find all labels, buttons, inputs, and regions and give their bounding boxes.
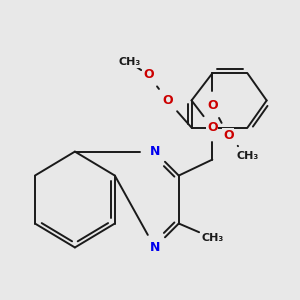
Text: CH₃: CH₃ xyxy=(118,57,140,67)
Text: N: N xyxy=(150,145,160,158)
Text: CH₃: CH₃ xyxy=(201,233,224,243)
Text: O: O xyxy=(223,129,234,142)
Text: O: O xyxy=(207,99,217,112)
Text: CH₃: CH₃ xyxy=(236,152,259,161)
Text: O: O xyxy=(162,94,173,107)
Text: N: N xyxy=(150,241,160,254)
Text: O: O xyxy=(207,121,217,134)
Text: O: O xyxy=(143,68,154,81)
